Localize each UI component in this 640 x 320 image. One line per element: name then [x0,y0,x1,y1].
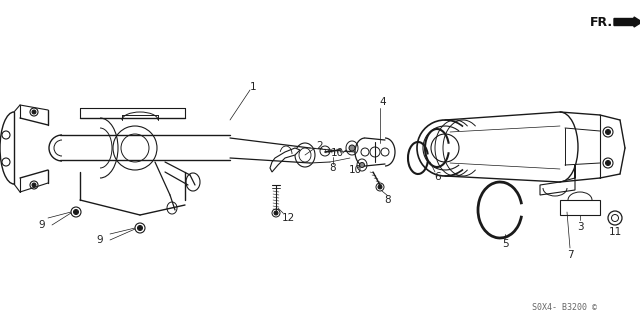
Text: 12: 12 [282,213,294,223]
Circle shape [71,207,81,217]
Circle shape [30,181,38,189]
Polygon shape [560,200,600,215]
FancyArrow shape [614,17,640,27]
Circle shape [320,146,330,156]
Text: 11: 11 [609,227,621,237]
Circle shape [603,127,613,137]
Circle shape [2,158,10,166]
Circle shape [30,108,38,116]
Circle shape [360,163,365,167]
Circle shape [274,211,278,215]
Text: 5: 5 [502,239,508,249]
Circle shape [2,131,10,139]
Circle shape [376,183,384,191]
Text: 10: 10 [348,165,362,175]
Text: S0X4- B3200 ©: S0X4- B3200 © [532,303,598,313]
Circle shape [74,210,79,214]
Text: 3: 3 [577,222,583,232]
Circle shape [32,110,36,114]
Circle shape [349,145,355,151]
Circle shape [32,183,36,187]
Text: 9: 9 [38,220,45,230]
Text: 6: 6 [435,172,442,182]
Text: 7: 7 [566,250,573,260]
Circle shape [381,148,389,156]
Text: 8: 8 [385,195,391,205]
Text: 8: 8 [330,163,336,173]
Circle shape [272,209,280,217]
Circle shape [605,130,611,134]
Text: 2: 2 [317,141,323,151]
Circle shape [608,211,622,225]
Polygon shape [540,165,575,195]
Circle shape [361,148,369,156]
Text: 1: 1 [250,82,256,92]
Circle shape [611,214,618,221]
Text: 4: 4 [380,97,387,107]
Text: 9: 9 [97,235,103,245]
Circle shape [603,158,613,168]
Circle shape [135,223,145,233]
Circle shape [605,161,611,165]
Text: FR.: FR. [590,15,613,28]
Circle shape [138,226,143,230]
Polygon shape [270,148,300,172]
Text: 10: 10 [330,148,344,158]
Circle shape [378,185,382,189]
